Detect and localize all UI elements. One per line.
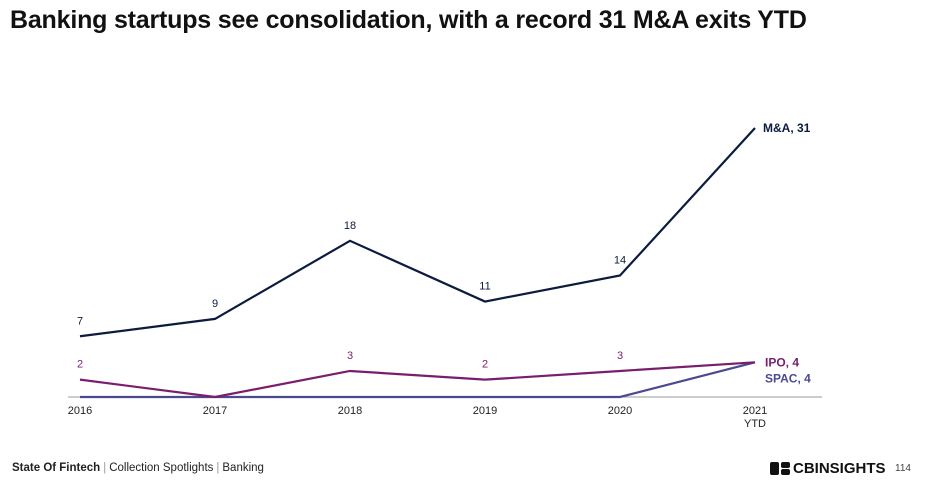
series-line-m-a <box>79 127 756 338</box>
x-tick-label: 2018 <box>338 405 362 417</box>
footer-section: Collection Spotlights <box>109 462 214 474</box>
chart-title: Banking startups see consolidation, with… <box>10 6 807 34</box>
data-label: 11 <box>479 281 490 293</box>
footer-topic: Banking <box>222 462 264 474</box>
data-label: 3 <box>347 350 353 362</box>
data-label: 9 <box>212 298 218 310</box>
data-label: 7 <box>77 315 83 327</box>
footer-separator: | <box>103 462 107 474</box>
series-line-spac <box>80 361 756 399</box>
data-labels: 7 9 18 11 14 2 3 2 3 M&A, 31 IPO, 4 SPAC, 4 <box>77 121 811 385</box>
series-line-ipo <box>79 361 756 399</box>
series-lines <box>79 127 756 399</box>
logo-text: CBINSIGHTS <box>793 460 886 477</box>
footer-report: State Of Fintech <box>12 462 101 474</box>
x-tick-sublabel: YTD <box>744 418 766 430</box>
data-label: 14 <box>614 255 626 267</box>
x-tick-label: 2019 <box>473 405 497 417</box>
x-tick-label: 2016 <box>68 405 92 417</box>
cb-logo-icon <box>770 462 790 475</box>
data-label: 3 <box>617 350 623 362</box>
x-tick-label: 2020 <box>608 405 632 417</box>
footer: State Of Fintech | Collection Spotlights | B… <box>12 462 264 474</box>
x-tick-label: 2017 <box>203 405 227 417</box>
page-number: 114 <box>895 463 911 474</box>
data-label: 18 <box>344 220 356 232</box>
x-tick-label: 2021 <box>743 405 767 417</box>
series-end-label: SPAC, 4 <box>765 371 811 385</box>
data-label: 2 <box>482 359 488 371</box>
footer-separator: | <box>216 462 220 474</box>
cb-insights-logo: CBINSIGHTS <box>770 460 886 477</box>
series-end-label: M&A, 31 <box>763 121 811 135</box>
series-end-label: IPO, 4 <box>765 355 799 369</box>
data-label: 2 <box>77 359 83 371</box>
